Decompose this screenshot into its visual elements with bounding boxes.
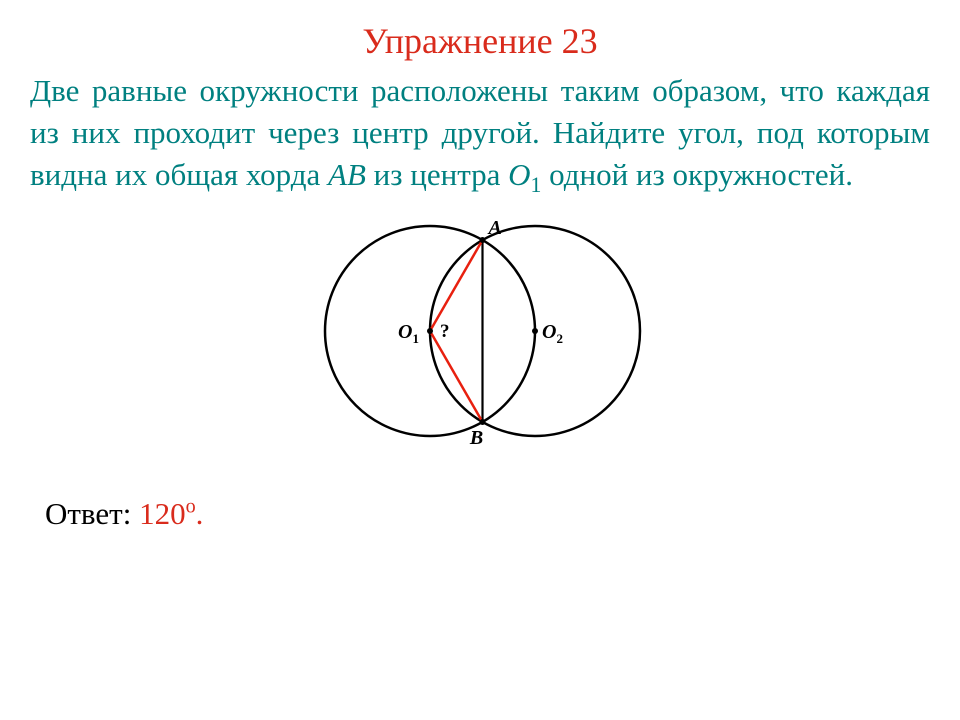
answer-label: Ответ: [45, 496, 139, 531]
center-o: O [508, 157, 530, 192]
answer-line: Ответ: 120о. [0, 496, 960, 532]
circles-diagram: A B O1 O2? [300, 191, 660, 461]
problem-statement: Две равные окружности расположены таким … [0, 70, 960, 196]
svg-text:O1: O1 [398, 321, 419, 346]
svg-text:?: ? [440, 321, 450, 342]
answer-number: 120 [139, 496, 186, 531]
answer-period: . [196, 496, 204, 531]
answer-value: 120о. [139, 496, 203, 531]
problem-part3: одной из окружностей. [541, 157, 853, 192]
problem-part2: из центра [366, 157, 508, 192]
exercise-title: Упражнение 23 [0, 0, 960, 70]
svg-text:A: A [487, 217, 502, 239]
chord-ab: AB [328, 157, 366, 192]
svg-text:B: B [469, 427, 483, 449]
svg-text:O2: O2 [542, 321, 563, 346]
diagram-container: A B O1 O2? [0, 191, 960, 461]
answer-degree: о [186, 495, 196, 517]
